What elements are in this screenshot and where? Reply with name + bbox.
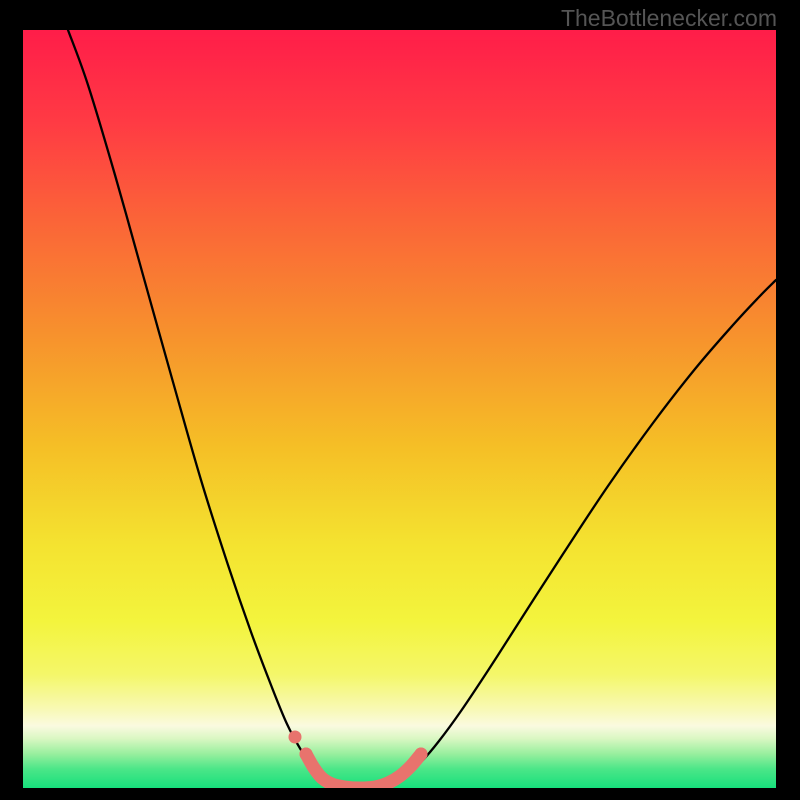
- marker-dot: [289, 731, 302, 744]
- plot-svg: [23, 30, 776, 788]
- chart-container: TheBottlenecker.com: [0, 0, 800, 800]
- watermark-text: TheBottlenecker.com: [561, 5, 777, 32]
- plot-area: [23, 30, 776, 788]
- marker-cap: [300, 748, 313, 761]
- marker-cap: [415, 748, 428, 761]
